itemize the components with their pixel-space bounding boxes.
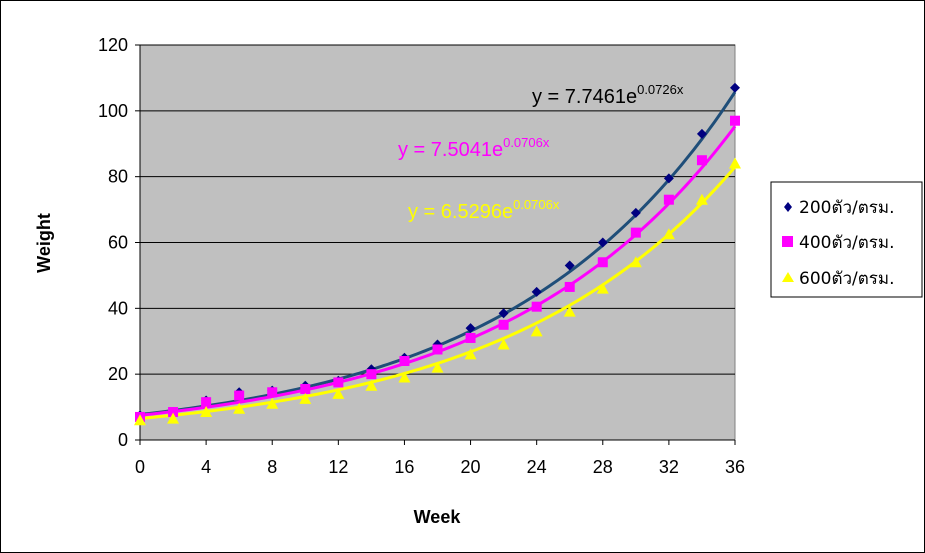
y-tick-label-4: 80 (108, 167, 128, 187)
marker-series-3-14 (596, 282, 609, 294)
marker-series-3-18 (729, 157, 741, 169)
marker-series-3-3 (233, 402, 246, 414)
marker-series-3-9 (431, 361, 444, 373)
x-axis-title: Week (414, 507, 462, 527)
equation-series-2-base: y = 7.5041e (398, 139, 503, 161)
legend-item-200: 200ตัว/ตรม. (784, 198, 895, 218)
marker-series-2-11 (498, 319, 509, 330)
y-tick-labels: 0 20 40 60 80 100 120 (98, 35, 128, 450)
x-tick-label-7: 28 (593, 457, 613, 477)
marker-series-3-8 (398, 371, 411, 383)
equation-series-1-exponent: 0.0726x (637, 82, 684, 97)
marker-series-1-15 (630, 207, 641, 218)
marker-series-3-5 (299, 392, 312, 404)
legend-label-400: 400ตัว/ตรม. (799, 233, 895, 253)
equation-series-1: y = 7.7461e0.0726x (532, 82, 684, 108)
equation-series-1-base: y = 7.7461e (532, 86, 637, 108)
marker-series-2-18 (730, 115, 740, 126)
legend-label-200: 200ตัว/ตรม. (799, 198, 895, 218)
marker-series-3-2 (200, 406, 213, 418)
legend-label-600: 600ตัว/ตรม. (799, 269, 895, 289)
marker-series-2-6 (333, 377, 344, 388)
legend: 200ตัว/ตรม. 400ตัว/ตรม. 600ตัว/ตรม. (770, 181, 923, 298)
equation-series-3: y = 6.5296e0.0706x (408, 197, 560, 223)
x-tick-label-9: 36 (725, 457, 745, 477)
marker-series-2-1 (168, 407, 179, 418)
x-tick-labels: 0 4 8 12 16 20 24 28 32 36 (135, 457, 745, 477)
marker-series-2-16 (663, 194, 674, 205)
marker-series-3-12 (530, 325, 543, 337)
x-tick-label-6: 24 (527, 457, 547, 477)
legend-marker-triangle (782, 272, 794, 282)
x-tick-label-4: 16 (394, 457, 414, 477)
marker-series-3-10 (464, 348, 477, 360)
marker-series-2-4 (267, 387, 278, 398)
y-tick-label-6: 120 (98, 35, 128, 55)
y-tick-label-1: 20 (108, 364, 128, 384)
marker-series-3-1 (167, 412, 180, 424)
gridlines (135, 44, 736, 445)
equation-series-3-exponent: 0.0706x (513, 197, 560, 212)
marker-series-2-5 (300, 383, 311, 394)
x-tick-label-5: 20 (461, 457, 481, 477)
marker-series-3-4 (266, 397, 279, 409)
marker-series-2-13 (564, 281, 575, 292)
x-tick-label-8: 32 (659, 457, 679, 477)
marker-series-1-17 (696, 128, 707, 139)
marker-series-1-16 (663, 173, 674, 184)
equation-series-2: y = 7.5041e0.0706x (398, 135, 550, 161)
marker-series-3-6 (332, 387, 345, 399)
marker-series-2-15 (630, 227, 641, 238)
x-tick-label-2: 8 (267, 457, 277, 477)
legend-item-400: 400ตัว/ตรม. (782, 233, 895, 253)
marker-series-2-10 (465, 332, 476, 343)
marker-series-1-14 (597, 237, 608, 248)
y-tick-label-2: 40 (108, 298, 128, 318)
marker-series-2-14 (597, 257, 608, 268)
marker-series-2-8 (399, 356, 410, 366)
marker-series-2-3 (234, 390, 245, 401)
marker-series-1-13 (564, 260, 575, 271)
marker-series-2-9 (432, 344, 443, 355)
marker-series-3-11 (497, 338, 510, 350)
y-axis-title: Weight (34, 213, 54, 273)
marker-series-3-13 (563, 305, 576, 317)
legend-box (770, 181, 923, 298)
equation-series-3-base: y = 6.5296e (408, 201, 513, 223)
legend-item-600: 600ตัว/ตรม. (782, 269, 895, 289)
marker-series-1-10 (465, 323, 476, 334)
equation-series-2-exponent: 0.0706x (503, 135, 550, 150)
marker-series-3-7 (365, 379, 378, 391)
marker-series-1-12 (531, 286, 542, 297)
y-tick-label-0: 0 (118, 430, 128, 450)
marker-series-2-7 (366, 369, 377, 380)
x-tick-label-1: 4 (201, 457, 211, 477)
data-markers (134, 82, 741, 426)
x-tick-label-3: 12 (328, 457, 348, 477)
marker-series-2-2 (201, 397, 212, 408)
marker-series-3-0 (134, 414, 146, 426)
marker-series-3-15 (629, 256, 642, 268)
y-tick-label-3: 60 (108, 233, 128, 253)
legend-marker-square (782, 236, 793, 247)
marker-series-2-17 (696, 155, 707, 166)
marker-series-3-17 (695, 193, 708, 205)
marker-series-1-18 (730, 82, 740, 93)
marker-series-3-16 (662, 228, 675, 240)
x-tick-label-0: 0 (135, 457, 145, 477)
y-tick-label-5: 100 (98, 101, 128, 121)
legend-marker-diamond (784, 202, 792, 212)
marker-series-1-11 (498, 308, 509, 319)
marker-series-2-12 (531, 301, 542, 312)
